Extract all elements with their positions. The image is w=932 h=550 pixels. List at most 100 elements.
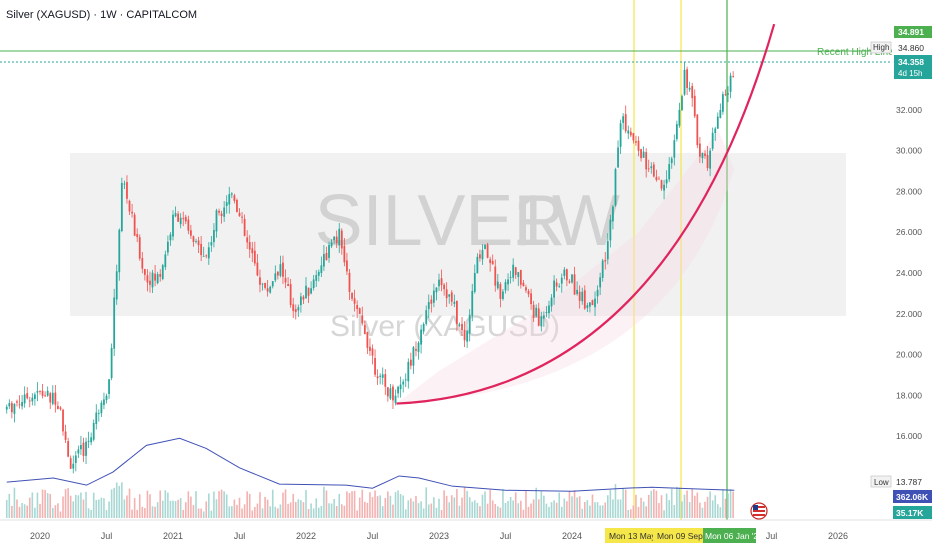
volume-bar xyxy=(693,495,696,518)
candle xyxy=(97,409,100,422)
volume-bar xyxy=(553,500,555,518)
support-curve-fill xyxy=(396,130,735,404)
volume-bar xyxy=(392,504,394,518)
volume-bar xyxy=(192,505,195,518)
volume-bar xyxy=(333,499,335,518)
candle xyxy=(335,230,338,249)
candle xyxy=(197,236,200,253)
candle xyxy=(691,82,694,107)
candle xyxy=(131,203,133,218)
volume-bar xyxy=(658,503,660,518)
volume-bar xyxy=(356,510,358,518)
candle xyxy=(476,253,479,274)
price-scale[interactable] xyxy=(892,0,932,520)
watermark-band xyxy=(70,153,846,316)
volume-bar xyxy=(722,489,724,518)
candle xyxy=(358,307,361,315)
volume-bar xyxy=(663,510,665,518)
candle xyxy=(80,435,82,456)
chart-title[interactable]: Silver (XAGUSD) · 1W · CAPITALCOM xyxy=(6,9,197,21)
volume-bar xyxy=(612,499,614,518)
volume-bar xyxy=(113,487,115,518)
candle xyxy=(312,274,315,291)
volume-bar xyxy=(208,493,210,518)
volume-bar xyxy=(233,499,236,518)
candle xyxy=(36,382,39,402)
volume-bar xyxy=(169,500,172,518)
volume-bar xyxy=(195,491,197,518)
candle xyxy=(218,208,220,216)
candle xyxy=(502,289,504,301)
candle xyxy=(41,384,44,399)
candle xyxy=(26,387,29,400)
candle xyxy=(320,256,323,278)
candle xyxy=(379,373,382,385)
candle xyxy=(714,126,717,141)
volume-bar xyxy=(374,490,376,518)
candle xyxy=(251,241,254,263)
watermark-name: Silver (XAGUSD) xyxy=(330,310,560,343)
volume-bar xyxy=(474,500,476,518)
volume-bar xyxy=(218,491,220,518)
candle xyxy=(525,284,527,293)
candle xyxy=(77,445,80,459)
volume-bar xyxy=(202,511,205,518)
candle xyxy=(527,288,530,298)
candle xyxy=(266,279,269,297)
volume-bar xyxy=(376,496,379,518)
candle xyxy=(302,295,305,305)
candle xyxy=(256,254,259,277)
candle xyxy=(67,437,70,458)
candle xyxy=(225,195,228,214)
candle xyxy=(202,246,205,257)
volume-bar xyxy=(670,488,673,518)
parabolic-support-curve[interactable] xyxy=(396,23,776,405)
candle xyxy=(108,379,110,399)
volume-bar xyxy=(558,492,561,518)
y-tick-label: 16.000 xyxy=(896,431,922,441)
volume-bar xyxy=(118,485,121,518)
candle xyxy=(535,304,538,318)
volume-bar xyxy=(302,502,305,518)
x-tick-label: 2020 xyxy=(30,531,50,541)
volume-bar xyxy=(151,506,154,518)
volume-bar xyxy=(599,505,601,518)
volume-bar xyxy=(550,502,553,518)
volume-bar xyxy=(586,500,589,518)
volume-bar xyxy=(450,495,453,518)
candle xyxy=(468,309,471,342)
volume-bar xyxy=(18,506,21,518)
us-flag-icon[interactable] xyxy=(750,502,768,520)
volume-bar xyxy=(430,503,433,518)
volume-value: 35.17K xyxy=(896,508,924,518)
candle xyxy=(146,269,149,292)
candle xyxy=(39,390,41,395)
volume-bar xyxy=(254,506,256,518)
volume-bar xyxy=(632,505,635,518)
candle xyxy=(507,273,509,291)
candle xyxy=(299,292,302,313)
volume-bar xyxy=(164,490,167,518)
volume-bar xyxy=(271,489,274,518)
volume-bar xyxy=(77,495,80,518)
volume-bar xyxy=(98,499,100,518)
candle xyxy=(417,341,420,360)
candle xyxy=(640,148,642,162)
candle xyxy=(325,246,328,261)
volume-bar xyxy=(256,503,259,518)
y-tick-label: 30.000 xyxy=(896,146,922,156)
volume-bar xyxy=(614,484,617,518)
y-tick-label: 26.000 xyxy=(896,227,922,237)
volume-bar xyxy=(461,497,463,518)
volume-bar xyxy=(660,495,663,518)
volume-bar xyxy=(532,499,535,518)
candle xyxy=(85,437,87,465)
volume-bar xyxy=(343,505,346,518)
last-price-tag xyxy=(894,55,932,79)
volume-bar xyxy=(72,501,75,518)
candle xyxy=(136,228,139,243)
candle xyxy=(435,287,438,301)
candle xyxy=(287,277,289,287)
volume-bar xyxy=(220,489,223,518)
